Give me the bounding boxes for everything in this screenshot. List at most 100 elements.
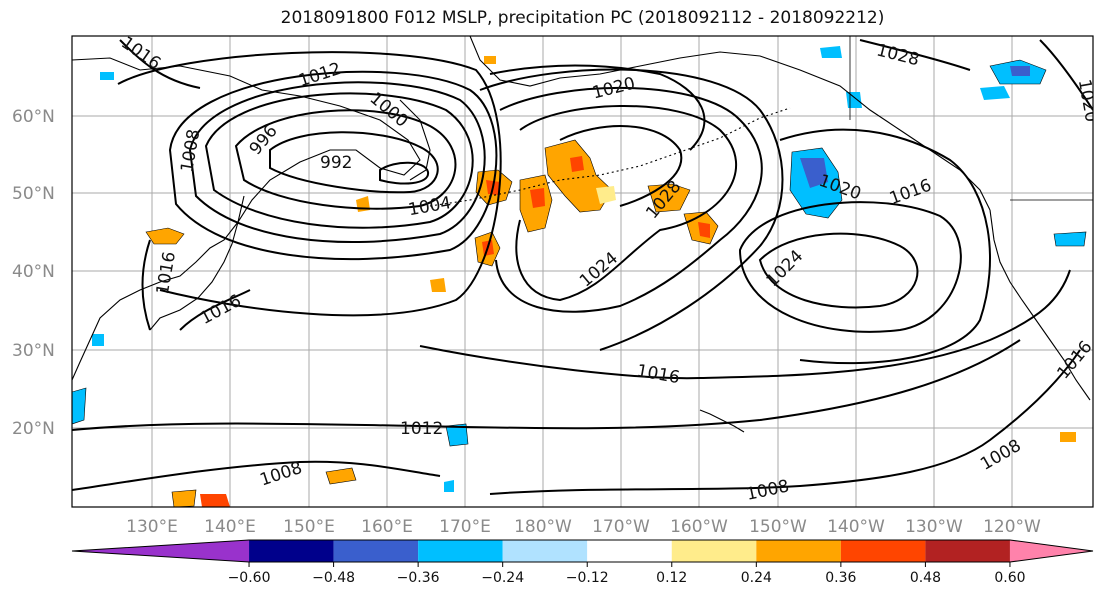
colorbar-swatch — [925, 540, 1010, 562]
precip-positive-patch — [484, 56, 496, 64]
isobar-label: 992 — [320, 153, 352, 173]
precip-strong-negative-patch — [800, 158, 828, 188]
precip-positive-patch — [430, 278, 446, 292]
hawaii-islands — [699, 409, 745, 433]
lat-label: 60°N — [12, 107, 55, 127]
colorbar-tick-label: 0.24 — [741, 570, 772, 586]
isobar-1016-japan — [179, 289, 251, 331]
colorbar: −0.60 −0.48 −0.36 −0.24 −0.12 0.12 0.24 0.36 0.4… — [71, 539, 1094, 586]
isobar-1028-mid — [559, 125, 683, 207]
precip-negative-patch — [820, 46, 842, 58]
isobar-1016-south — [419, 269, 1071, 380]
precip-strong-patch — [570, 156, 584, 172]
isobar-992 — [269, 131, 439, 194]
lon-label: 150°W — [749, 517, 807, 537]
isobar-1012 — [117, 51, 502, 317]
precip-negative-patch — [980, 86, 1010, 100]
isobar-1012-south — [72, 339, 1021, 431]
precip-strong-patch — [698, 222, 710, 238]
colorbar-swatch — [1009, 540, 1093, 562]
lon-label: 160°W — [670, 517, 728, 537]
colorbar-tick-label: 0.36 — [825, 570, 856, 586]
colorbar-swatch — [333, 540, 419, 562]
north-america-coastline — [989, 209, 1091, 401]
colorbar-tick-label: 0.12 — [656, 570, 687, 586]
latitude-labels: 60°N 50°N 40°N 30°N 20°N — [12, 107, 55, 439]
colorbar-swatch — [840, 540, 926, 562]
precip-strong-negative-patch — [1010, 66, 1030, 76]
isobar-east-1020 — [779, 128, 991, 365]
colorbar-tick-label: −0.36 — [397, 570, 440, 586]
isobars — [72, 39, 1093, 495]
isobar-1020-northeast — [1039, 39, 1093, 111]
colorbar-swatch — [756, 540, 841, 562]
precip-positive-patch — [171, 489, 197, 507]
lon-label: 130°E — [126, 517, 178, 537]
isobar-east-1024 — [738, 201, 962, 333]
precip-negative-patch — [92, 334, 104, 346]
lat-label: 20°N — [12, 419, 55, 439]
colorbar-swatch — [72, 540, 250, 562]
colorbar-tick-label: −0.12 — [566, 570, 609, 586]
isobar-1016-north — [119, 39, 201, 89]
coastlines — [72, 36, 1093, 433]
colorbar-swatch — [671, 540, 757, 562]
isobar-1020-mid — [495, 86, 763, 313]
lon-label: 120°W — [983, 517, 1041, 537]
japan-coastline — [149, 195, 245, 331]
precip-negative-patch — [444, 480, 454, 492]
precip-negative-patch — [846, 92, 862, 108]
isobar-1028-northeast — [859, 39, 971, 71]
isobar-label: 1012 — [400, 419, 443, 439]
colorbar-swatch — [502, 540, 588, 562]
isobar-1008-south — [489, 349, 1081, 495]
precip-positive-patch — [145, 227, 185, 245]
lon-label: 160°E — [361, 517, 413, 537]
lon-label: 130°W — [905, 517, 963, 537]
precip-positive-patch — [1060, 432, 1076, 442]
map-title: 2018091800 F012 MSLP, precipitation PC (… — [280, 8, 885, 28]
lon-label: 180°W — [514, 517, 572, 537]
lat-label: 40°N — [12, 262, 55, 282]
lat-label: 30°N — [12, 341, 55, 361]
isobar-1000 — [204, 92, 474, 229]
isobar-east-high — [758, 232, 919, 309]
lon-label: 140°E — [204, 517, 256, 537]
precip-light-patch — [596, 186, 616, 204]
precip-negative-patch — [100, 72, 114, 80]
precip-positive-patch — [325, 467, 357, 485]
isobar-1016-west — [141, 239, 151, 331]
colorbar-tick-label: −0.48 — [312, 570, 355, 586]
colorbar-tick-label: 0.48 — [910, 570, 941, 586]
isobar-1024-mid — [515, 105, 738, 302]
colorbar-tick-label: −0.60 — [228, 570, 271, 586]
colorbar-swatch — [249, 540, 334, 562]
lon-label: 140°W — [827, 517, 885, 537]
precipitation-patches — [72, 46, 1087, 507]
lat-label: 50°N — [12, 184, 55, 204]
isobar-996 — [234, 109, 457, 210]
map-frame — [71, 35, 1094, 508]
colorbar-tick-label: 0.60 — [994, 570, 1025, 586]
precip-strong-patch — [530, 188, 545, 208]
kamchatka-coastline — [399, 99, 431, 181]
isobar-1004 — [188, 81, 486, 244]
longitude-labels: 130°E 140°E 150°E 160°E 170°E 180°W 170°W 160°W… — [126, 517, 1041, 537]
lon-label: 170°E — [439, 517, 491, 537]
colorbar-tick-label: −0.24 — [481, 570, 524, 586]
isobar-low-center — [379, 161, 429, 185]
asia-coastline — [72, 57, 421, 381]
colorbar-swatch — [587, 540, 672, 562]
lon-label: 170°W — [592, 517, 650, 537]
lon-label: 150°E — [283, 517, 335, 537]
alaska-coastline — [469, 36, 991, 211]
precip-negative-patch — [1053, 231, 1087, 247]
aleutian-chain — [429, 107, 791, 207]
precip-negative-patch — [72, 387, 87, 425]
colorbar-swatch — [418, 540, 503, 562]
isobar-1008-southwest — [72, 460, 441, 491]
isobar-1016-mid — [479, 68, 784, 351]
precip-strong-patch — [200, 494, 230, 507]
precip-negative-patch — [445, 423, 469, 447]
